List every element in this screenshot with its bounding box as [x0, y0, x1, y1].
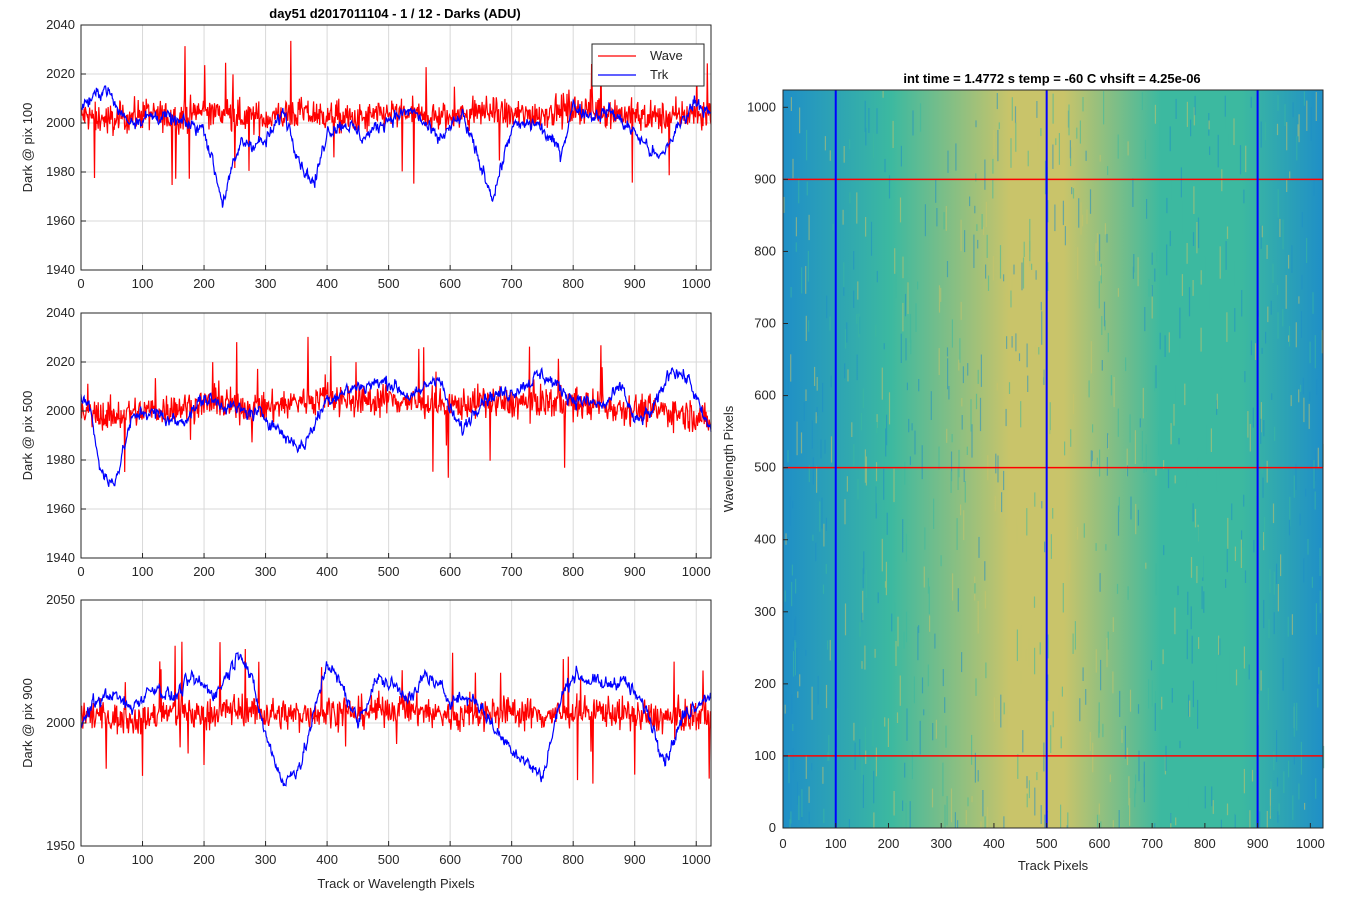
x-tick-label: 800: [1194, 836, 1216, 851]
trk-series-line: [80, 85, 712, 208]
x-axis-label: Track or Wavelength Pixels: [317, 876, 475, 891]
x-tick-label: 0: [77, 276, 84, 291]
x-tick-label: 1000: [682, 852, 711, 867]
x-tick-label: 700: [501, 276, 523, 291]
x-tick-label: 400: [316, 852, 338, 867]
x-tick-label: 200: [193, 852, 215, 867]
y-tick-label: 1950: [46, 838, 75, 853]
x-tick-label: 200: [878, 836, 900, 851]
x-tick-label: 400: [983, 836, 1005, 851]
x-tick-label: 500: [378, 852, 400, 867]
legend: Wave Trk: [591, 43, 705, 87]
trk-series-line: [80, 366, 712, 487]
x-tick-label: 700: [1141, 836, 1163, 851]
x-tick-label: 0: [77, 564, 84, 579]
plot-pix-900: 0 100 200 300 400 500 600 700 800 900 1000 1950 2000…: [20, 592, 712, 891]
y-tick-label: 500: [754, 460, 776, 475]
x-tick-label: 1000: [682, 276, 711, 291]
y-tick-label: 2020: [46, 354, 75, 369]
x-tick-label: 200: [193, 564, 215, 579]
x-tick-label: 600: [439, 852, 461, 867]
legend-wave-label: Wave: [650, 48, 683, 63]
y-axis-label: Wavelength Pixels: [721, 405, 736, 512]
y-tick-label: 1940: [46, 550, 75, 565]
heatmap-panel: int time = 1.4772 s temp = -60 C vhsift …: [721, 71, 1325, 873]
axes-box: [80, 24, 712, 271]
y-tick-label: 200: [754, 676, 776, 691]
x-tick-label: 600: [439, 276, 461, 291]
plot-pix-100: 0 100 200 300 400 500 600 700 800 900 1000 1940 1960…: [20, 17, 712, 291]
plot-pix-500: 0 100 200 300 400 500 600 700 800 900 1000 1940 1960…: [20, 305, 712, 579]
trk-series-line: [80, 651, 712, 787]
figure-title: day51 d2017011104 - 1 / 12 - Darks (ADU): [269, 6, 520, 21]
x-tick-label: 200: [193, 276, 215, 291]
x-tick-label: 700: [501, 564, 523, 579]
heatmap-title: int time = 1.4772 s temp = -60 C vhsift …: [903, 71, 1200, 86]
plot-area: [81, 313, 711, 558]
x-tick-label: 900: [1247, 836, 1269, 851]
x-tick-label: 0: [779, 836, 786, 851]
x-tick-label: 500: [378, 276, 400, 291]
x-tick-label: 0: [77, 852, 84, 867]
legend-trk-label: Trk: [650, 67, 669, 82]
y-tick-label: 1980: [46, 452, 75, 467]
y-tick-label: 400: [754, 532, 776, 547]
y-axis-label: Dark @ pix 100: [20, 103, 35, 193]
y-tick-label: 1980: [46, 164, 75, 179]
y-tick-label: 1000: [747, 99, 776, 114]
x-tick-label: 600: [439, 564, 461, 579]
y-tick-label: 2020: [46, 66, 75, 81]
y-tick-label: 0: [769, 820, 776, 835]
x-tick-label: 900: [624, 852, 646, 867]
axes-box: [80, 312, 712, 559]
y-tick-label: 300: [754, 604, 776, 619]
y-tick-label: 2040: [46, 17, 75, 32]
x-tick-label: 500: [1036, 836, 1058, 851]
y-tick-label: 800: [754, 243, 776, 258]
x-tick-label: 500: [378, 564, 400, 579]
wave-series-line: [80, 336, 712, 478]
x-tick-label: 400: [316, 276, 338, 291]
x-tick-label: 600: [1089, 836, 1111, 851]
legend-box: [591, 43, 705, 87]
x-tick-label: 900: [624, 276, 646, 291]
y-tick-label: 2050: [46, 592, 75, 607]
x-tick-label: 100: [132, 564, 154, 579]
y-tick-label: 1960: [46, 213, 75, 228]
heatmap-axes-box: [782, 89, 1324, 829]
x-tick-label: 700: [501, 852, 523, 867]
x-tick-label: 300: [930, 836, 952, 851]
x-tick-label: 800: [562, 564, 584, 579]
x-tick-label: 100: [132, 276, 154, 291]
x-tick-label: 1000: [1296, 836, 1325, 851]
y-tick-label: 2000: [46, 115, 75, 130]
heatmap-texture: [783, 91, 1325, 828]
y-tick-label: 2040: [46, 305, 75, 320]
y-tick-label: 2000: [46, 403, 75, 418]
x-tick-label: 900: [624, 564, 646, 579]
x-tick-label: 300: [255, 276, 277, 291]
y-tick-label: 100: [754, 748, 776, 763]
x-tick-label: 800: [562, 852, 584, 867]
x-axis-label: Track Pixels: [1018, 858, 1089, 873]
x-tick-label: 300: [255, 852, 277, 867]
x-tick-label: 400: [316, 564, 338, 579]
y-axis-label: Dark @ pix 500: [20, 391, 35, 481]
y-tick-label: 900: [754, 171, 776, 186]
x-tick-label: 100: [825, 836, 847, 851]
y-tick-label: 600: [754, 388, 776, 403]
y-tick-label: 2000: [46, 715, 75, 730]
y-axis-label: Dark @ pix 900: [20, 678, 35, 768]
x-tick-label: 100: [132, 852, 154, 867]
x-tick-label: 300: [255, 564, 277, 579]
x-tick-label: 1000: [682, 564, 711, 579]
heatmap-image: [783, 90, 1323, 828]
x-tick-label: 800: [562, 276, 584, 291]
y-tick-label: 700: [754, 316, 776, 331]
wave-series-line: [80, 641, 712, 784]
y-tick-label: 1960: [46, 501, 75, 516]
y-tick-label: 1940: [46, 262, 75, 277]
